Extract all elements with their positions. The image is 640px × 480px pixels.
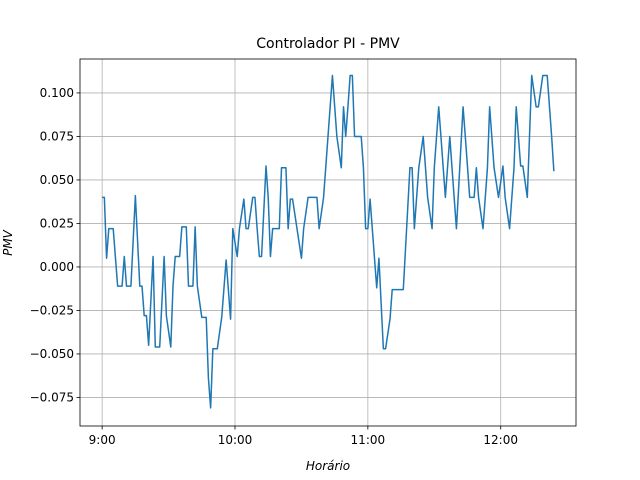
x-tick-label: 10:00 xyxy=(218,433,253,447)
y-tick-label: 0.050 xyxy=(40,173,74,187)
x-tick-label: 12:00 xyxy=(483,433,518,447)
y-axis-label: PMV xyxy=(1,229,15,256)
chart-title: Controlador PI - PMV xyxy=(256,36,400,52)
y-tick-label: 0.075 xyxy=(40,129,74,143)
y-tick-label: 0.000 xyxy=(40,260,74,274)
y-tick-label: 0.025 xyxy=(40,216,74,230)
data-line xyxy=(102,74,555,409)
y-tick-label: −0.075 xyxy=(30,390,74,404)
y-tick-label: 0.100 xyxy=(40,86,74,100)
y-tick-label: −0.025 xyxy=(30,303,74,317)
plot-frame xyxy=(79,58,577,427)
x-tick-label: 9:00 xyxy=(89,433,116,447)
y-tick-label: −0.050 xyxy=(30,347,74,361)
x-axis-label: Horário xyxy=(306,459,350,473)
x-tick-label: 11:00 xyxy=(351,433,386,447)
